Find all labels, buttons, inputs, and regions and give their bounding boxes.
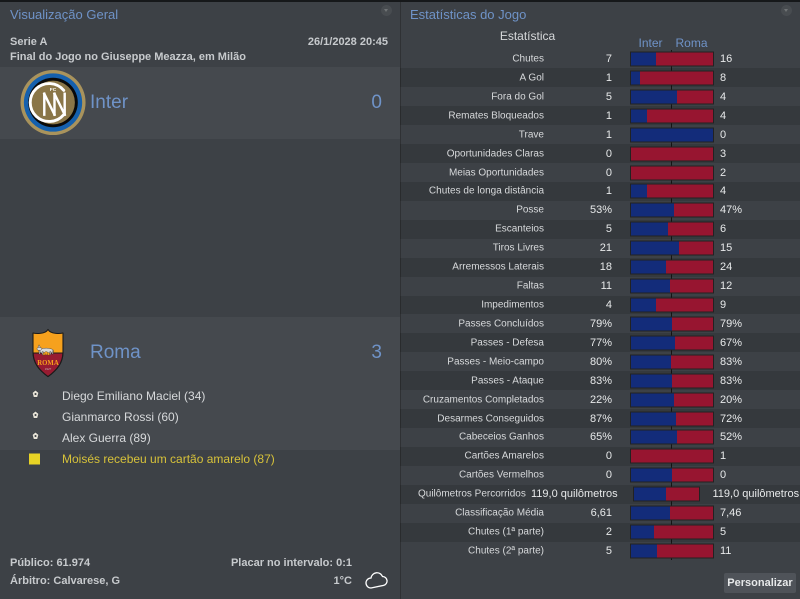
svg-text:1927: 1927 [45,367,52,371]
svg-text:ROMA: ROMA [37,360,59,367]
svg-text:FC: FC [50,87,57,93]
